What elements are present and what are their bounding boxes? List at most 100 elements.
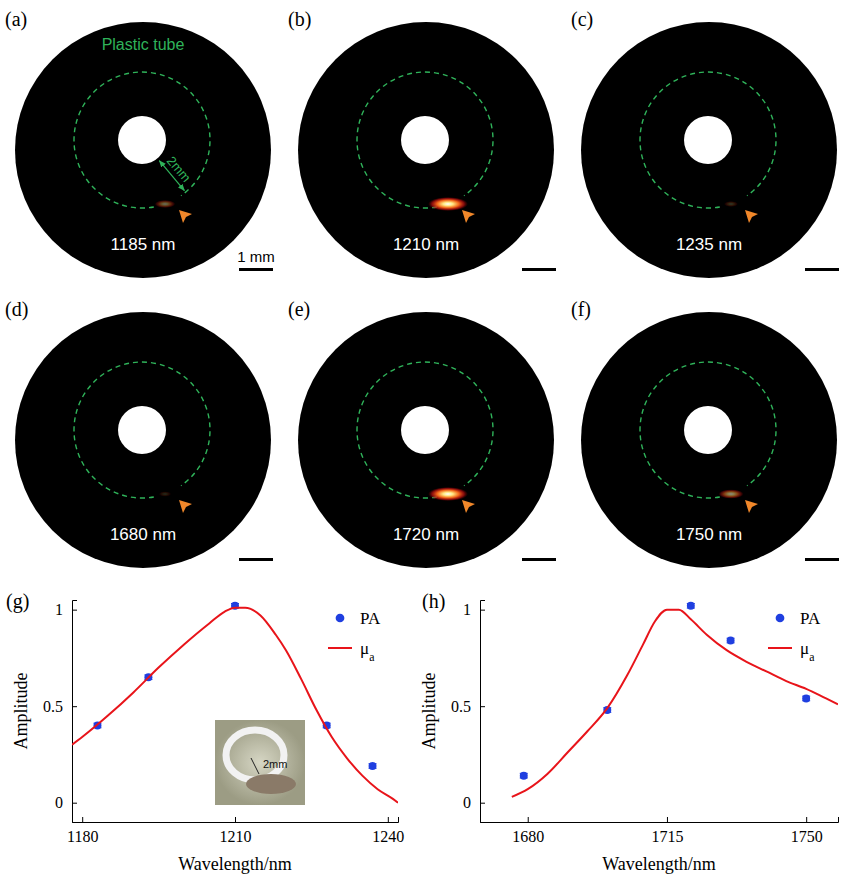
- image-disc: [15, 22, 271, 278]
- image-panel: 1720 nm(e): [288, 298, 556, 568]
- y-tick-mark: [480, 706, 485, 707]
- tube-outline: [640, 362, 776, 498]
- tube-outline: [74, 72, 210, 208]
- y-tick-mark: [72, 706, 77, 707]
- center-hole: [401, 116, 449, 164]
- scale-bar-label: 1 mm: [237, 248, 275, 265]
- x-tick: 1715: [651, 817, 683, 845]
- image-disc: [581, 312, 837, 568]
- y-tick-label: 1: [463, 601, 471, 618]
- radius-label: 2mm: [164, 153, 194, 185]
- y-axis: 00.51: [43, 601, 77, 823]
- data-point: [369, 762, 377, 770]
- pointer-arrow: [179, 210, 192, 223]
- inset-background: [215, 720, 305, 805]
- y-tick: 1: [55, 601, 77, 618]
- pa-hotspot: [428, 487, 468, 501]
- x-tick-mark: [667, 817, 668, 822]
- x-axis: 1680 1715 1750: [481, 817, 839, 845]
- figure-canvas: 1185 nm(a)Plastic tube2mm1 mm1210 nm(b)1…: [0, 0, 847, 878]
- y-tick: 0: [55, 794, 77, 811]
- figure: 1185 nm(a)Plastic tube2mm1 mm1210 nm(b)1…: [0, 0, 847, 878]
- panel-letter: (a): [5, 8, 27, 31]
- scale-bar: [805, 558, 839, 561]
- panel-letter: (g): [6, 590, 29, 613]
- x-tick-label: 1680: [512, 828, 544, 845]
- inset-tube: [226, 730, 284, 780]
- pointer-arrow: [179, 500, 192, 513]
- legend-swatch: [768, 647, 792, 649]
- scale-bar: [805, 268, 839, 271]
- wavelength-label: 1210 nm: [393, 235, 459, 254]
- y-tick: 0.5: [451, 698, 485, 715]
- image-disc: [298, 312, 554, 568]
- tube-outline: [357, 362, 493, 498]
- legend-label: μa: [360, 639, 375, 664]
- y-tick-label: 0.5: [43, 698, 63, 715]
- y-tick-mark: [72, 610, 77, 611]
- y-tick: 1: [463, 601, 485, 618]
- legend-label: PA: [800, 609, 821, 628]
- x-tick-label: 1750: [791, 828, 823, 845]
- legend: PAμa: [768, 609, 821, 664]
- x-tick-mark: [388, 817, 389, 822]
- plot-area: [512, 602, 838, 797]
- image-panel: 1680 nm(d): [5, 298, 273, 568]
- tube-outline: [357, 72, 493, 208]
- x-tick: 1180: [67, 817, 98, 845]
- x-axis-line: [481, 817, 839, 823]
- y-axis-line: [481, 601, 486, 823]
- tube-outline: [74, 362, 210, 498]
- wavelength-label: 1235 nm: [676, 235, 742, 254]
- x-tick: 1750: [791, 817, 823, 845]
- image-disc: [581, 22, 837, 278]
- pointer-arrow: [462, 500, 475, 513]
- x-tick: 1210: [220, 817, 252, 845]
- inset-sample: [246, 774, 296, 794]
- x-tick-label: 1715: [651, 828, 683, 845]
- pointer-arrow: [462, 210, 475, 223]
- image-disc: [298, 22, 554, 278]
- x-axis-line: [73, 817, 399, 823]
- center-hole: [401, 406, 449, 454]
- y-axis-line: [73, 601, 78, 823]
- panel-letter: (b): [288, 8, 311, 31]
- radius-annotation: 2mm: [159, 150, 197, 191]
- wavelength-label: 1185 nm: [111, 235, 176, 254]
- pa-hotspot: [159, 491, 171, 496]
- y-tick-label: 0: [463, 794, 471, 811]
- series-line: [72, 608, 398, 803]
- legend-swatch: [776, 614, 785, 623]
- y-tick: 0: [463, 794, 485, 811]
- wavelength-label: 1720 nm: [393, 525, 459, 544]
- x-axis-title: Wavelength/nm: [602, 854, 716, 874]
- tube-label: Plastic tube: [102, 36, 185, 53]
- inset-arrow: [251, 758, 259, 774]
- legend-label: PA: [360, 609, 381, 628]
- image-panel: 1750 nm(f): [571, 298, 839, 568]
- x-tick-label: 1210: [220, 828, 252, 845]
- data-point: [520, 772, 528, 780]
- y-tick-mark: [480, 610, 485, 611]
- scale-bar: [522, 268, 556, 271]
- x-tick-mark: [82, 817, 83, 822]
- center-hole: [684, 116, 732, 164]
- y-tick-label: 0.5: [451, 698, 471, 715]
- scale-bar: [239, 558, 273, 561]
- panel-letter: (f): [571, 298, 591, 321]
- center-hole: [118, 406, 166, 454]
- data-point: [802, 694, 810, 702]
- image-panel: 1210 nm (b): [288, 8, 556, 278]
- pointer-arrow: [745, 500, 758, 513]
- x-tick-label: 1240: [372, 828, 404, 845]
- inset-photo: 2mm: [215, 720, 305, 805]
- pa-hotspot: [724, 201, 738, 207]
- y-tick: 0.5: [43, 698, 77, 715]
- legend-swatch: [328, 647, 352, 649]
- data-point: [727, 637, 735, 645]
- x-tick-mark: [235, 817, 236, 822]
- x-axis: 1180 1210 1240: [67, 817, 404, 845]
- chart: 11801210124000.512mmPAμaWavelength/nmAmp…: [6, 590, 404, 874]
- chart: 16801715175000.51PAμaWavelength/nmAmplit…: [419, 590, 839, 874]
- data-point: [687, 602, 695, 610]
